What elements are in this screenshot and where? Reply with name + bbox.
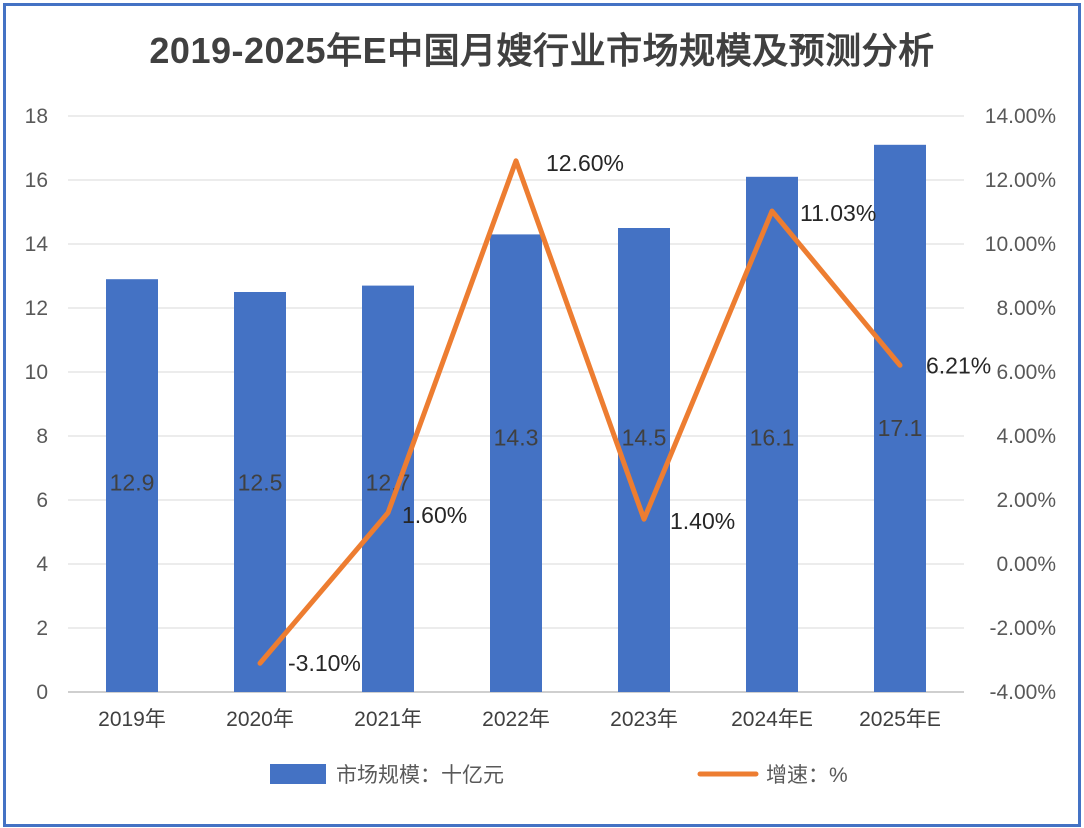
- chart-title: 2019-2025年E中国月嫂行业市场规模及预测分析: [149, 30, 935, 71]
- y-right-tick-label: -2.00%: [989, 617, 1056, 640]
- y-left-tick-label: 14: [25, 233, 49, 256]
- line-data-label: 12.60%: [546, 150, 624, 176]
- line-data-label: 6.21%: [926, 352, 991, 378]
- x-tick-label: 2019年: [98, 708, 166, 731]
- bar: [618, 228, 670, 692]
- bar: [362, 285, 414, 692]
- line-data-label: 1.60%: [402, 502, 467, 528]
- y-left-tick-label: 6: [36, 489, 48, 512]
- bar-data-label: 14.3: [494, 425, 539, 451]
- line-data-label: 11.03%: [800, 200, 876, 226]
- y-right-tick-label: 10.00%: [985, 233, 1056, 256]
- legend-label-bar: 市场规模：十亿元: [336, 764, 504, 787]
- x-tick-label: 2023年: [610, 708, 678, 731]
- y-left-tick-label: 18: [25, 105, 48, 128]
- y-left-tick-label: 10: [25, 361, 48, 384]
- growth-rate-line: [257, 158, 903, 666]
- bar: [746, 176, 798, 693]
- y-right-tick-label: 2.00%: [996, 489, 1056, 512]
- line-data-label: 1.40%: [670, 508, 735, 534]
- y-left-tick-label: 16: [25, 169, 48, 192]
- bar: [874, 144, 926, 693]
- x-tick-label: 2025年E: [859, 708, 941, 731]
- bar-data-label: 12.9: [110, 469, 155, 495]
- x-tick-label: 2020年: [226, 708, 294, 731]
- bar: [234, 292, 286, 692]
- y-left-tick-label: 8: [36, 425, 48, 448]
- y-right-tick-label: 6.00%: [996, 361, 1056, 384]
- legend-swatch-bar: [270, 764, 326, 784]
- line-data-label: -3.10%: [288, 650, 361, 676]
- y-left-tick-label: 0: [36, 681, 48, 704]
- bar-data-label: 14.5: [622, 425, 667, 451]
- legend-label-line: 增速：%: [766, 764, 848, 787]
- bar-data-label: 16.1: [750, 425, 795, 451]
- y-right-tick-label: -4.00%: [989, 681, 1056, 704]
- bar-data-label: 12.5: [238, 469, 283, 495]
- y-right-tick-label: 12.00%: [985, 169, 1056, 192]
- x-tick-label: 2022年: [482, 708, 550, 731]
- bar: [106, 279, 158, 692]
- y-right-tick-label: 4.00%: [996, 425, 1056, 448]
- y-right-tick-label: 14.00%: [985, 105, 1056, 128]
- y-left-tick-label: 12: [25, 297, 48, 320]
- x-tick-label: 2021年: [354, 708, 422, 731]
- bar-data-label: 17.1: [878, 415, 923, 441]
- y-left-tick-label: 2: [36, 617, 48, 640]
- y-right-tick-label: 8.00%: [996, 297, 1056, 320]
- bar: [490, 234, 542, 692]
- y-left-tick-label: 4: [36, 553, 48, 576]
- y-right-tick-label: 0.00%: [996, 553, 1056, 576]
- x-tick-label: 2024年E: [731, 708, 813, 731]
